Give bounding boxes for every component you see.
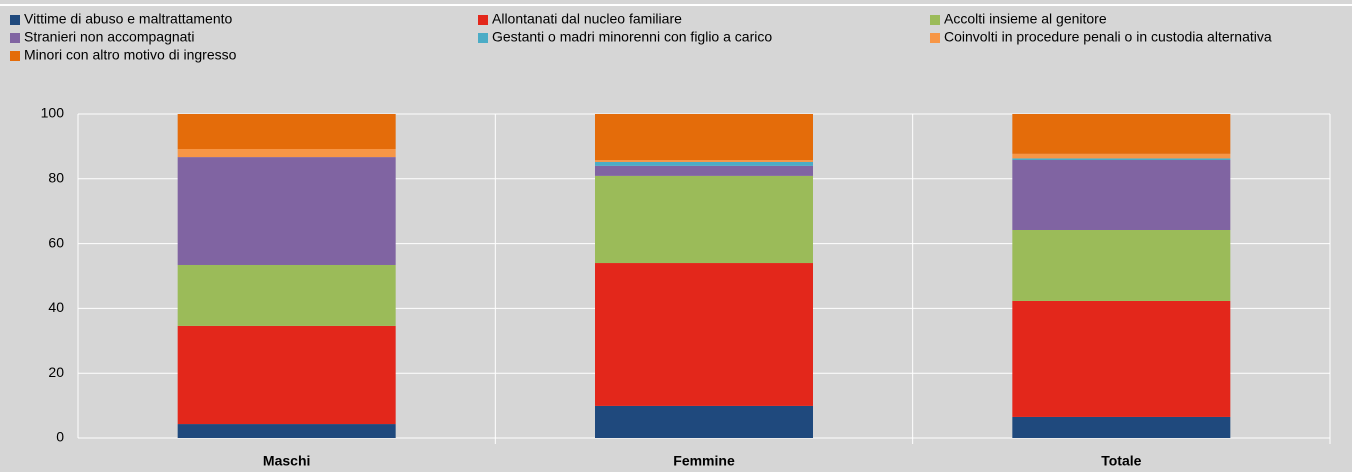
bar-segment (1012, 160, 1231, 230)
bar-segment (177, 325, 396, 425)
bar-segment (1012, 158, 1231, 161)
legend-swatch (10, 15, 20, 25)
legend-swatch (930, 33, 940, 43)
y-tick-label: 20 (48, 364, 64, 380)
bar-segment (595, 175, 813, 264)
bar-segment (1012, 416, 1231, 438)
legend-swatch (10, 51, 20, 61)
bar-segment (1012, 114, 1231, 154)
bar-segment (177, 424, 396, 438)
legend-label: Stranieri non accompagnati (24, 29, 194, 45)
bar-segment (595, 165, 813, 176)
legend-swatch (10, 33, 20, 43)
bar-segment (595, 160, 813, 162)
bar-segment (1012, 153, 1231, 159)
bar-segment (177, 264, 396, 326)
bar-segment (177, 157, 396, 265)
bar-segment (177, 114, 396, 149)
bar-segment (595, 161, 813, 166)
x-tick-label: Maschi (263, 453, 310, 469)
y-tick-label: 40 (48, 299, 64, 315)
bar-segment (1012, 229, 1231, 301)
legend-label: Coinvolti in procedure penali o in custo… (944, 29, 1272, 45)
y-tick-label: 60 (48, 234, 64, 250)
bar-segment (595, 114, 813, 161)
legend-label: Minori con altro motivo di ingresso (24, 47, 237, 63)
bar-segment (595, 405, 813, 438)
y-tick-label: 80 (48, 170, 64, 186)
legend-swatch (930, 15, 940, 25)
legend-swatch (478, 33, 488, 43)
x-tick-label: Totale (1101, 453, 1141, 469)
bar-segment (1012, 300, 1231, 417)
legend-label: Gestanti o madri minorenni con figlio a … (492, 29, 772, 45)
y-tick-label: 0 (56, 429, 64, 445)
legend-label: Allontanati dal nucleo familiare (492, 11, 682, 27)
legend-label: Accolti insieme al genitore (944, 11, 1107, 27)
y-tick-label: 100 (41, 105, 65, 121)
x-tick-label: Femmine (673, 453, 735, 469)
bar-segment (595, 263, 813, 406)
bar-segment (177, 148, 396, 158)
legend-swatch (478, 15, 488, 25)
legend-label: Vittime di abuso e maltrattamento (24, 11, 233, 27)
